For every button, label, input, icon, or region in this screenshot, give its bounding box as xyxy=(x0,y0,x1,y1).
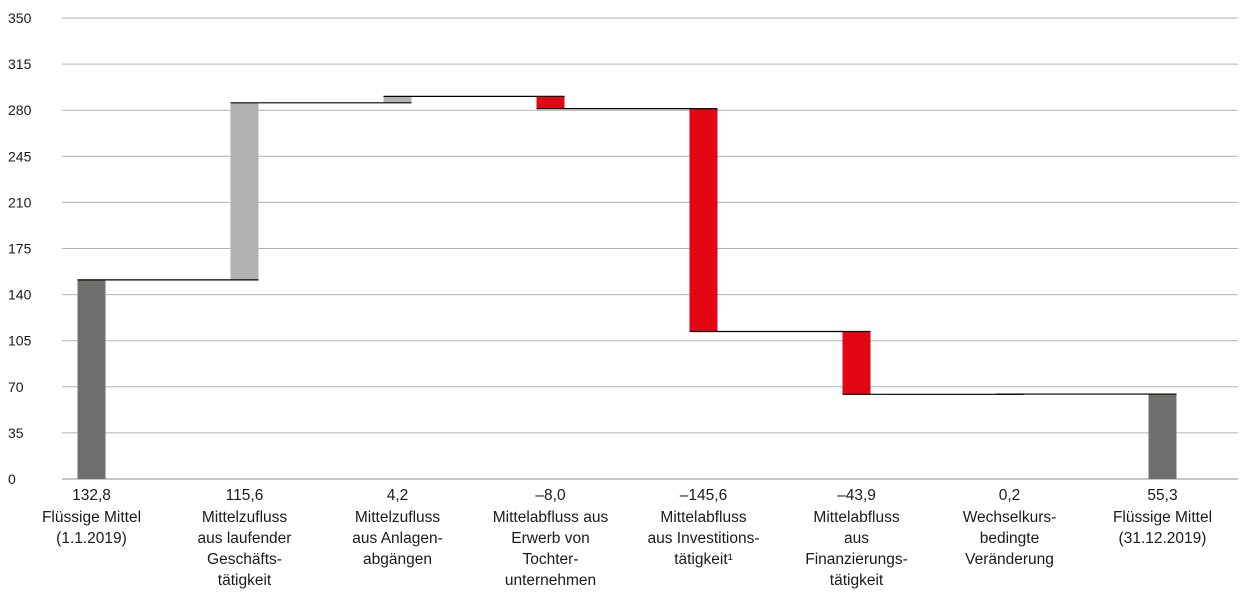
connector-lines xyxy=(77,95,1177,395)
category-label: aus xyxy=(844,530,869,547)
y-tick-label: 70 xyxy=(8,379,24,395)
category-label: Mittelabfluss aus xyxy=(493,509,609,526)
y-tick-label: 315 xyxy=(8,56,32,72)
category-label: aus laufender xyxy=(198,530,292,547)
category-label: tätigkeit xyxy=(218,572,272,589)
category-label: Mittelzufluss xyxy=(202,509,288,526)
bar-increase xyxy=(383,96,412,103)
bars xyxy=(77,96,1177,479)
category-labels: 132,8 Flüssige Mittel (1.1.2019) 115,6 Mitte… xyxy=(42,487,1212,589)
value-label: –43,9 xyxy=(837,487,876,504)
category-label: Flüssige Mittel xyxy=(42,509,141,526)
y-axis-tick-labels: 0 35 70 105 140 175 210 245 280 315 350 xyxy=(8,10,32,487)
y-tick-label: 105 xyxy=(8,333,32,349)
category-label: Veränderung xyxy=(965,551,1054,568)
category-label: Mittelzufluss xyxy=(355,509,441,526)
value-label: 4,2 xyxy=(387,487,409,504)
y-tick-label: 140 xyxy=(8,287,32,303)
bar-total xyxy=(1148,394,1177,479)
category-label: Geschäfts- xyxy=(207,551,282,568)
y-tick-label: 175 xyxy=(8,241,32,257)
category-label: unternehmen xyxy=(505,572,596,589)
bar-decrease xyxy=(689,108,718,332)
category-label: (31.12.2019) xyxy=(1119,530,1207,547)
value-label: –8,0 xyxy=(535,487,566,504)
y-tick-label: 280 xyxy=(8,102,32,118)
category-label: Erwerb von xyxy=(511,530,589,547)
category-label: tätigkeit xyxy=(830,572,884,589)
category-label: Flüssige Mittel xyxy=(1113,509,1212,526)
value-label: 55,3 xyxy=(1147,487,1177,504)
category-label: Mittelabfluss xyxy=(813,509,899,526)
bar-total xyxy=(77,279,106,479)
category-label: abgängen xyxy=(363,551,432,568)
bar-decrease xyxy=(842,331,871,395)
category-label: tätigkeit¹ xyxy=(674,551,733,568)
category-label: (1.1.2019) xyxy=(56,530,127,547)
y-tick-label: 35 xyxy=(8,425,24,441)
category-label: Wechselkurs- xyxy=(963,509,1057,526)
value-label: –145,6 xyxy=(680,487,727,504)
y-tick-label: 210 xyxy=(8,194,32,210)
category-label: bedingte xyxy=(980,530,1039,547)
bar-increase xyxy=(230,102,259,280)
value-label: 0,2 xyxy=(999,487,1021,504)
y-tick-label: 350 xyxy=(8,10,32,26)
value-label: 132,8 xyxy=(72,487,111,504)
category-label: aus Investitions- xyxy=(648,530,760,547)
y-tick-label: 0 xyxy=(8,471,16,487)
category-label: Mittelabfluss xyxy=(660,509,746,526)
category-label: Finanzierungs- xyxy=(805,551,908,568)
category-label: Tochter- xyxy=(523,551,579,568)
category-label: aus Anlagen- xyxy=(352,530,443,547)
bar-decrease xyxy=(536,96,565,109)
y-tick-label: 245 xyxy=(8,148,32,164)
value-label: 115,6 xyxy=(226,487,264,504)
